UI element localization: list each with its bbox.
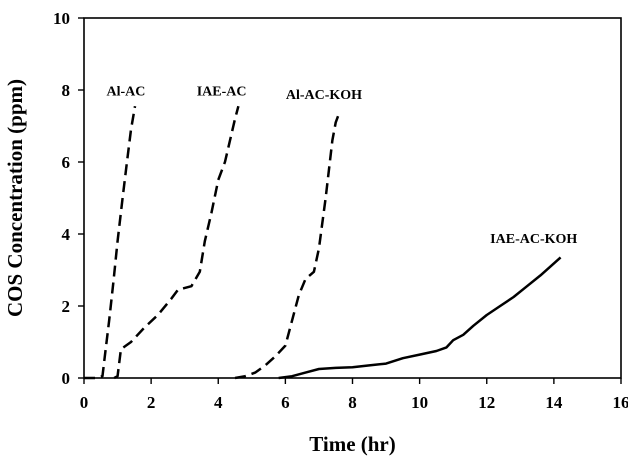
series-point: [108, 319, 111, 322]
series-label: Al-AC: [107, 84, 146, 99]
series-point: [156, 314, 159, 317]
series-point: [203, 240, 206, 243]
plot-frame: [83, 17, 622, 379]
x-tick-label: 6: [281, 393, 290, 412]
y-tick-label: 10: [53, 9, 70, 28]
series-point: [274, 355, 277, 358]
series-point: [549, 265, 552, 268]
series-point: [401, 357, 404, 360]
series-point: [210, 211, 213, 214]
series-point: [418, 353, 421, 356]
series-point: [559, 256, 562, 259]
series-point: [237, 105, 240, 108]
annotation-layer: Al-AC IAE-AC Al-AC-KOH IAE-AC-KOH: [107, 84, 578, 247]
series-point: [190, 285, 193, 288]
series-point: [234, 377, 237, 380]
series-point: [368, 364, 371, 367]
series-point: [385, 362, 388, 365]
x-axis-title: Time (hr): [309, 432, 396, 456]
series-point: [170, 297, 173, 300]
series-layer: [84, 105, 562, 380]
series-point: [217, 179, 220, 182]
y-axis: 0 2 4 6 8 10: [53, 9, 84, 388]
series-label: Al-AC-KOH: [286, 88, 362, 103]
x-tick-label: 4: [214, 393, 223, 412]
series-point: [324, 197, 327, 200]
plot-area: Al-AC IAE-AC Al-AC-KOH IAE-AC-KOH: [83, 17, 622, 380]
series-point: [512, 296, 515, 299]
series-point: [331, 139, 334, 142]
series-point: [445, 346, 448, 349]
series-point: [526, 285, 529, 288]
series-point: [113, 377, 116, 380]
series-point: [334, 121, 337, 124]
series-point: [103, 355, 106, 358]
y-axis-title: COS Concentration (ppm): [3, 79, 27, 317]
series-point: [435, 350, 438, 353]
x-tick-label: 0: [80, 393, 89, 412]
y-tick-label: 0: [62, 369, 71, 388]
series-point: [318, 247, 321, 250]
y-tick-label: 6: [62, 153, 71, 172]
series-point: [485, 314, 488, 317]
series-point: [291, 375, 294, 378]
series-point: [254, 371, 257, 374]
series-point: [304, 278, 307, 281]
x-tick-label: 12: [478, 393, 495, 412]
series-point: [291, 319, 294, 322]
x-tick-label: 8: [348, 393, 357, 412]
series-point: [452, 339, 455, 342]
series-point: [318, 368, 321, 371]
series-point: [126, 161, 129, 164]
series-line-al-ac: [84, 105, 137, 380]
series-point: [230, 132, 233, 135]
series-label: IAE-AC: [197, 84, 247, 99]
x-tick-label: 16: [613, 393, 628, 412]
series-point: [264, 364, 267, 367]
series-point: [328, 168, 331, 171]
series-point: [321, 222, 324, 225]
x-tick-label: 14: [545, 393, 563, 412]
y-tick-label: 4: [62, 225, 71, 244]
series-point: [116, 240, 119, 243]
series-line-iae-ac: [113, 105, 240, 380]
series-point: [539, 274, 542, 277]
y-tick-label: 8: [62, 81, 71, 100]
series-line-al-ac-koh: [234, 112, 341, 380]
series-point: [334, 367, 337, 370]
series-line-iae-ac-koh: [278, 256, 562, 380]
series-point: [121, 197, 124, 200]
series-point: [244, 375, 247, 378]
series-point: [277, 377, 280, 380]
series-point: [224, 161, 227, 164]
series-point: [120, 348, 123, 351]
series-point: [472, 324, 475, 327]
series-point: [234, 117, 237, 120]
series-label: IAE-AC-KOH: [490, 232, 577, 247]
series-point: [313, 270, 316, 273]
series-point: [338, 112, 341, 115]
series-point: [116, 375, 119, 378]
series-point: [130, 128, 133, 131]
x-axis: 0 2 4 6 8 10 12 14 16: [80, 378, 628, 412]
x-tick-label: 2: [147, 393, 156, 412]
series-point: [499, 305, 502, 308]
x-tick-label: 10: [411, 393, 428, 412]
series-point: [94, 377, 97, 380]
series-point: [198, 270, 201, 273]
series-point: [304, 371, 307, 374]
series-point: [143, 326, 146, 329]
series-point: [351, 366, 354, 369]
series-point: [112, 279, 115, 282]
series-point: [297, 294, 300, 297]
series-point: [462, 333, 465, 336]
y-tick-label: 2: [62, 297, 71, 316]
series-point: [101, 375, 104, 378]
series-point: [284, 344, 287, 347]
series-point: [134, 105, 137, 108]
series-point: [130, 341, 133, 344]
series-point: [177, 288, 180, 291]
